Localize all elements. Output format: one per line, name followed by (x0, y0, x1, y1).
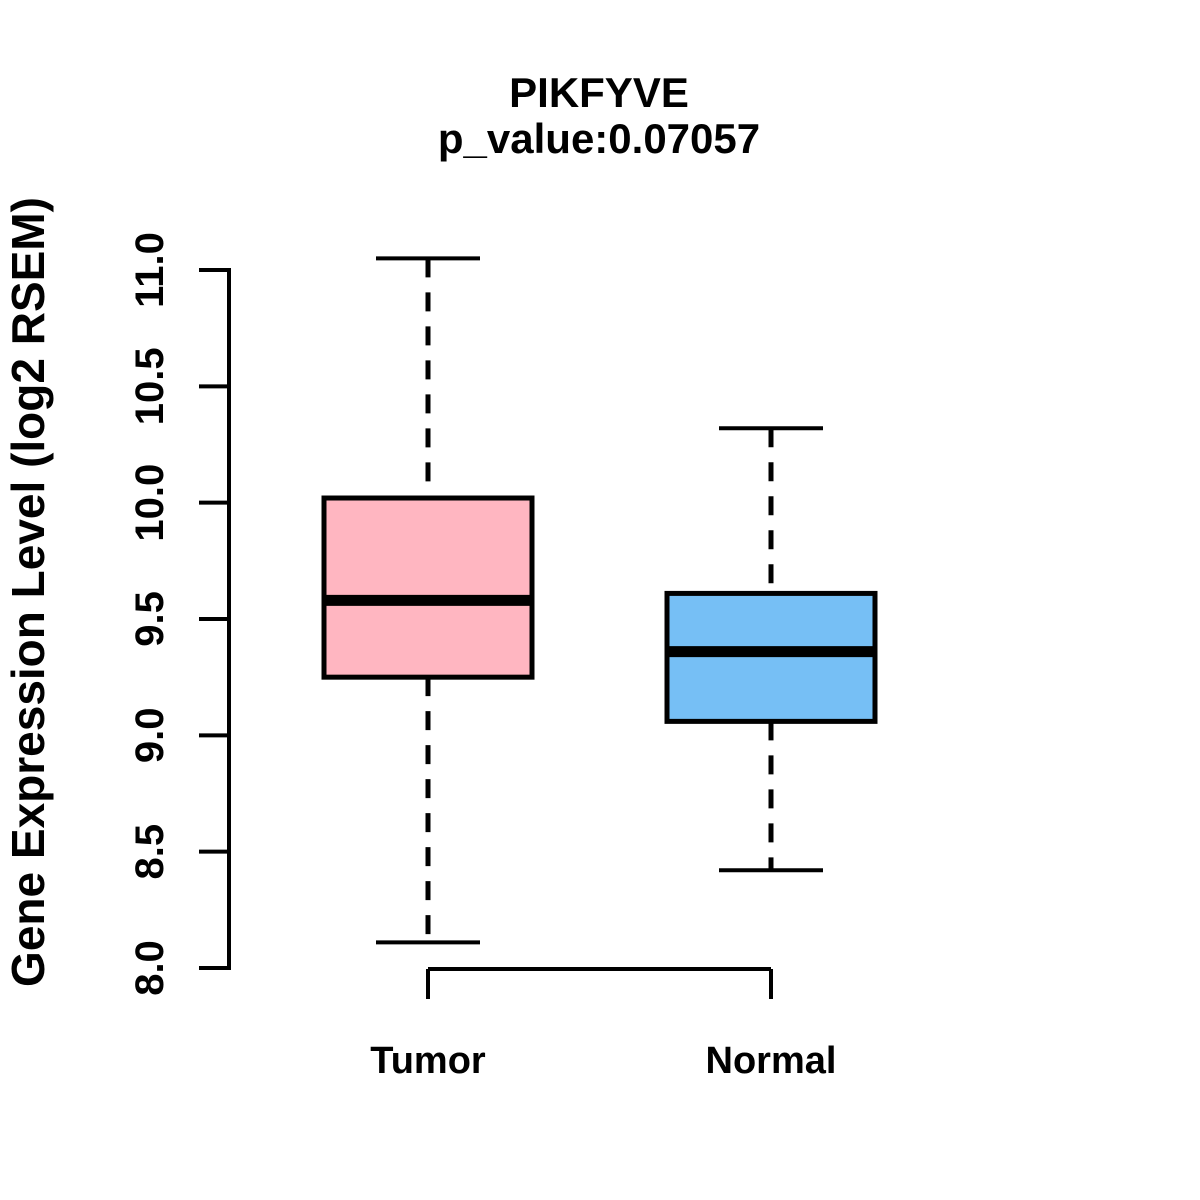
y-tick-label: 10.5 (128, 347, 172, 425)
y-tick-label: 10.0 (128, 464, 172, 542)
axes: 8.0 8.5 9.0 9.5 10.0 10.5 11.0 (128, 232, 773, 999)
y-tick-label: 8.0 (128, 940, 172, 996)
y-tick-label: 9.0 (128, 708, 172, 764)
y-tick-label: 9.5 (128, 591, 172, 647)
y-tick-label: 8.5 (128, 824, 172, 880)
x-label-normal: Normal (706, 1040, 837, 1082)
x-labels: Tumor Normal (370, 1040, 836, 1082)
y-tick-label: 11.0 (128, 232, 172, 308)
x-label-tumor: Tumor (370, 1040, 486, 1082)
chart-subtitle: p_value:0.07057 (438, 115, 760, 162)
boxes (321, 256, 878, 945)
tumor-box (321, 495, 535, 680)
y-axis-label: Gene Expression Level (log2 RSEM) (2, 197, 54, 987)
normal-box (664, 590, 878, 724)
chart-title: PIKFYVE (509, 69, 689, 116)
